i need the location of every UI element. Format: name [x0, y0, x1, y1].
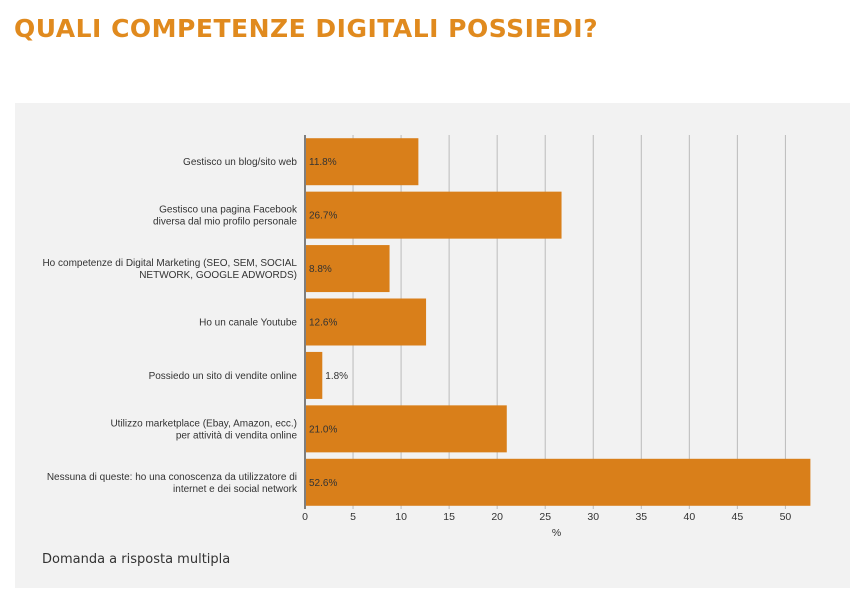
- category-label: Utilizzo marketplace (Ebay, Amazon, ecc.…: [110, 418, 297, 441]
- x-tick-label: 35: [635, 511, 647, 523]
- bar-chart: 0 5 10 15 20 25 30 35 40 45 50% 11.8% Gestisco un bl…: [42, 135, 811, 539]
- x-tick-label: 5: [350, 511, 356, 523]
- x-tick-label: 0: [302, 511, 308, 523]
- category-label: Possiedo un sito di vendite online: [149, 371, 298, 382]
- category-label: Ho un canale Youtube: [199, 318, 297, 329]
- x-axis-label: %: [552, 527, 561, 539]
- category-label: Nessuna di queste: ho una conoscenza da …: [47, 472, 298, 495]
- x-tick-label: 20: [491, 511, 503, 523]
- x-tick-label: 45: [732, 511, 744, 523]
- bar-value-label: 26.7%: [309, 211, 337, 222]
- bar: [306, 298, 427, 346]
- chart-note: Domanda a risposta multipla: [42, 552, 231, 567]
- bar-value-label: 8.8%: [309, 264, 332, 275]
- x-tick-label: 25: [539, 511, 551, 523]
- bar: [306, 138, 419, 186]
- bar-value-label: 12.6%: [309, 318, 337, 329]
- bar: [306, 245, 390, 293]
- category-label: Gestisco una pagina Facebook diversa dal …: [153, 205, 298, 228]
- bar-value-label: 1.8%: [325, 371, 348, 382]
- bar: [306, 405, 507, 453]
- category-label: Gestisco un blog/sito web: [183, 157, 297, 168]
- page-title: QUALI COMPETENZE DIGITALI POSSIEDI?: [14, 14, 599, 43]
- bar-value-label: 11.8%: [309, 157, 337, 168]
- x-tick-label: 15: [443, 511, 455, 523]
- bar: [306, 191, 562, 239]
- x-tick-label: 40: [683, 511, 695, 523]
- bar: [306, 458, 811, 506]
- chart-panel: 0 5 10 15 20 25 30 35 40 45 50% 11.8% Gestisco un bl…: [15, 103, 850, 588]
- x-tick-label: 30: [587, 511, 599, 523]
- category-label: Ho competenze di Digital Marketing (SEO,…: [42, 258, 297, 281]
- bar-value-label: 21.0%: [309, 424, 337, 435]
- x-tick-label: 10: [395, 511, 407, 523]
- bar: [306, 351, 323, 399]
- bar-value-label: 52.6%: [309, 478, 337, 489]
- x-tick-label: 50: [780, 511, 792, 523]
